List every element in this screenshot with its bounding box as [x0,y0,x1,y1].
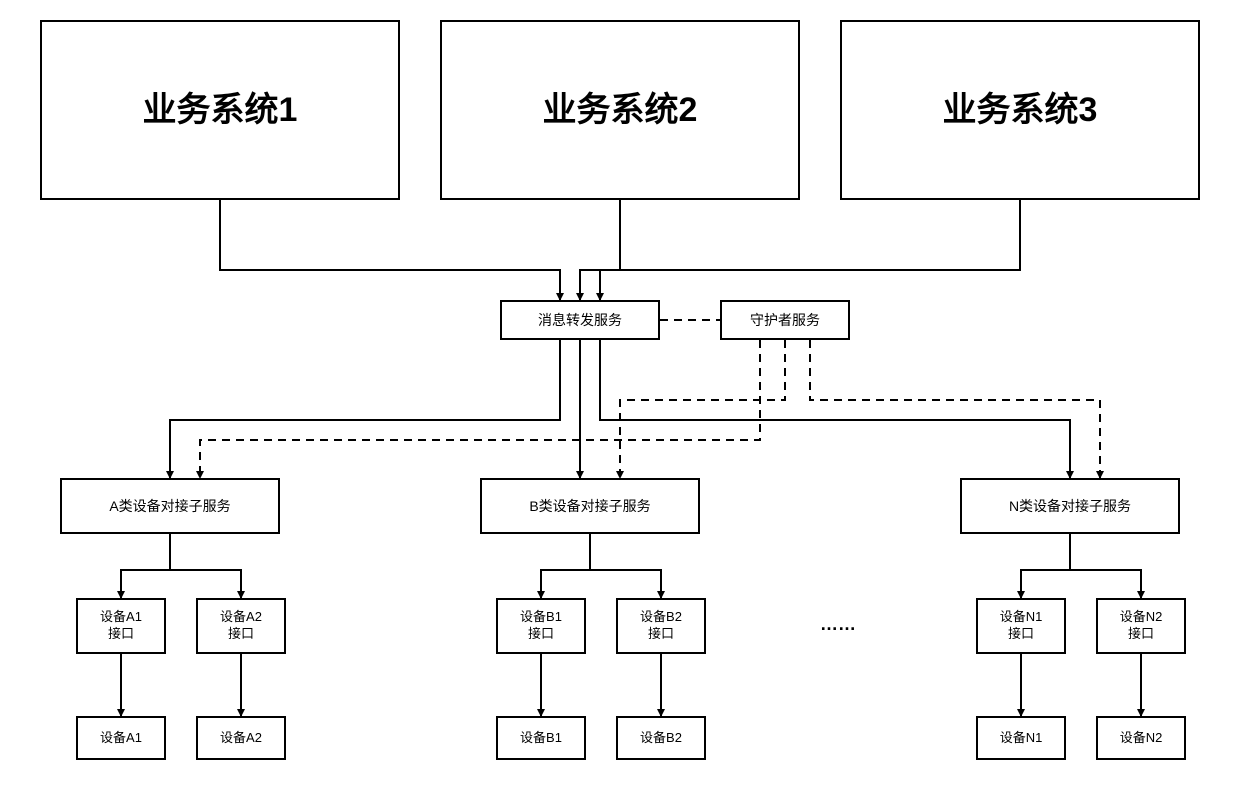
node-ifB1: 设备B1 接口 [496,598,586,654]
node-guard: 守护者服务 [720,300,850,340]
ellipsis-text: …… [820,614,856,635]
node-label: 设备A2 接口 [220,609,262,643]
node-label: 守护者服务 [750,311,820,329]
node-label: 设备N2 接口 [1120,609,1163,643]
node-msg: 消息转发服务 [500,300,660,340]
node-ifN1: 设备N1 接口 [976,598,1066,654]
node-label: N类设备对接子服务 [1009,497,1131,515]
node-dA2: 设备A2 [196,716,286,760]
node-label: 设备B2 [640,730,682,747]
node-label: 业务系统2 [543,88,698,132]
node-subA: A类设备对接子服务 [60,478,280,534]
node-label: 设备B2 接口 [640,609,682,643]
node-label: 业务系统3 [943,88,1098,132]
node-label: 设备A1 接口 [100,609,142,643]
node-subN: N类设备对接子服务 [960,478,1180,534]
node-ifN2: 设备N2 接口 [1096,598,1186,654]
node-dN1: 设备N1 [976,716,1066,760]
node-dN2: 设备N2 [1096,716,1186,760]
node-label: 业务系统1 [143,88,298,132]
node-dB1: 设备B1 [496,716,586,760]
node-label: 设备N1 接口 [1000,609,1043,643]
node-label: 设备N2 [1120,730,1163,747]
node-dB2: 设备B2 [616,716,706,760]
node-biz3: 业务系统3 [840,20,1200,200]
node-subB: B类设备对接子服务 [480,478,700,534]
node-biz2: 业务系统2 [440,20,800,200]
node-label: B类设备对接子服务 [529,497,650,515]
node-label: 消息转发服务 [538,311,622,329]
node-label: A类设备对接子服务 [109,497,230,515]
node-label: 设备B1 接口 [520,609,562,643]
node-ifA1: 设备A1 接口 [76,598,166,654]
node-label: 设备A2 [220,730,262,747]
node-biz1: 业务系统1 [40,20,400,200]
node-ifA2: 设备A2 接口 [196,598,286,654]
node-label: 设备N1 [1000,730,1043,747]
node-label: 设备B1 [520,730,562,747]
node-label: 设备A1 [100,730,142,747]
node-ifB2: 设备B2 接口 [616,598,706,654]
node-dA1: 设备A1 [76,716,166,760]
